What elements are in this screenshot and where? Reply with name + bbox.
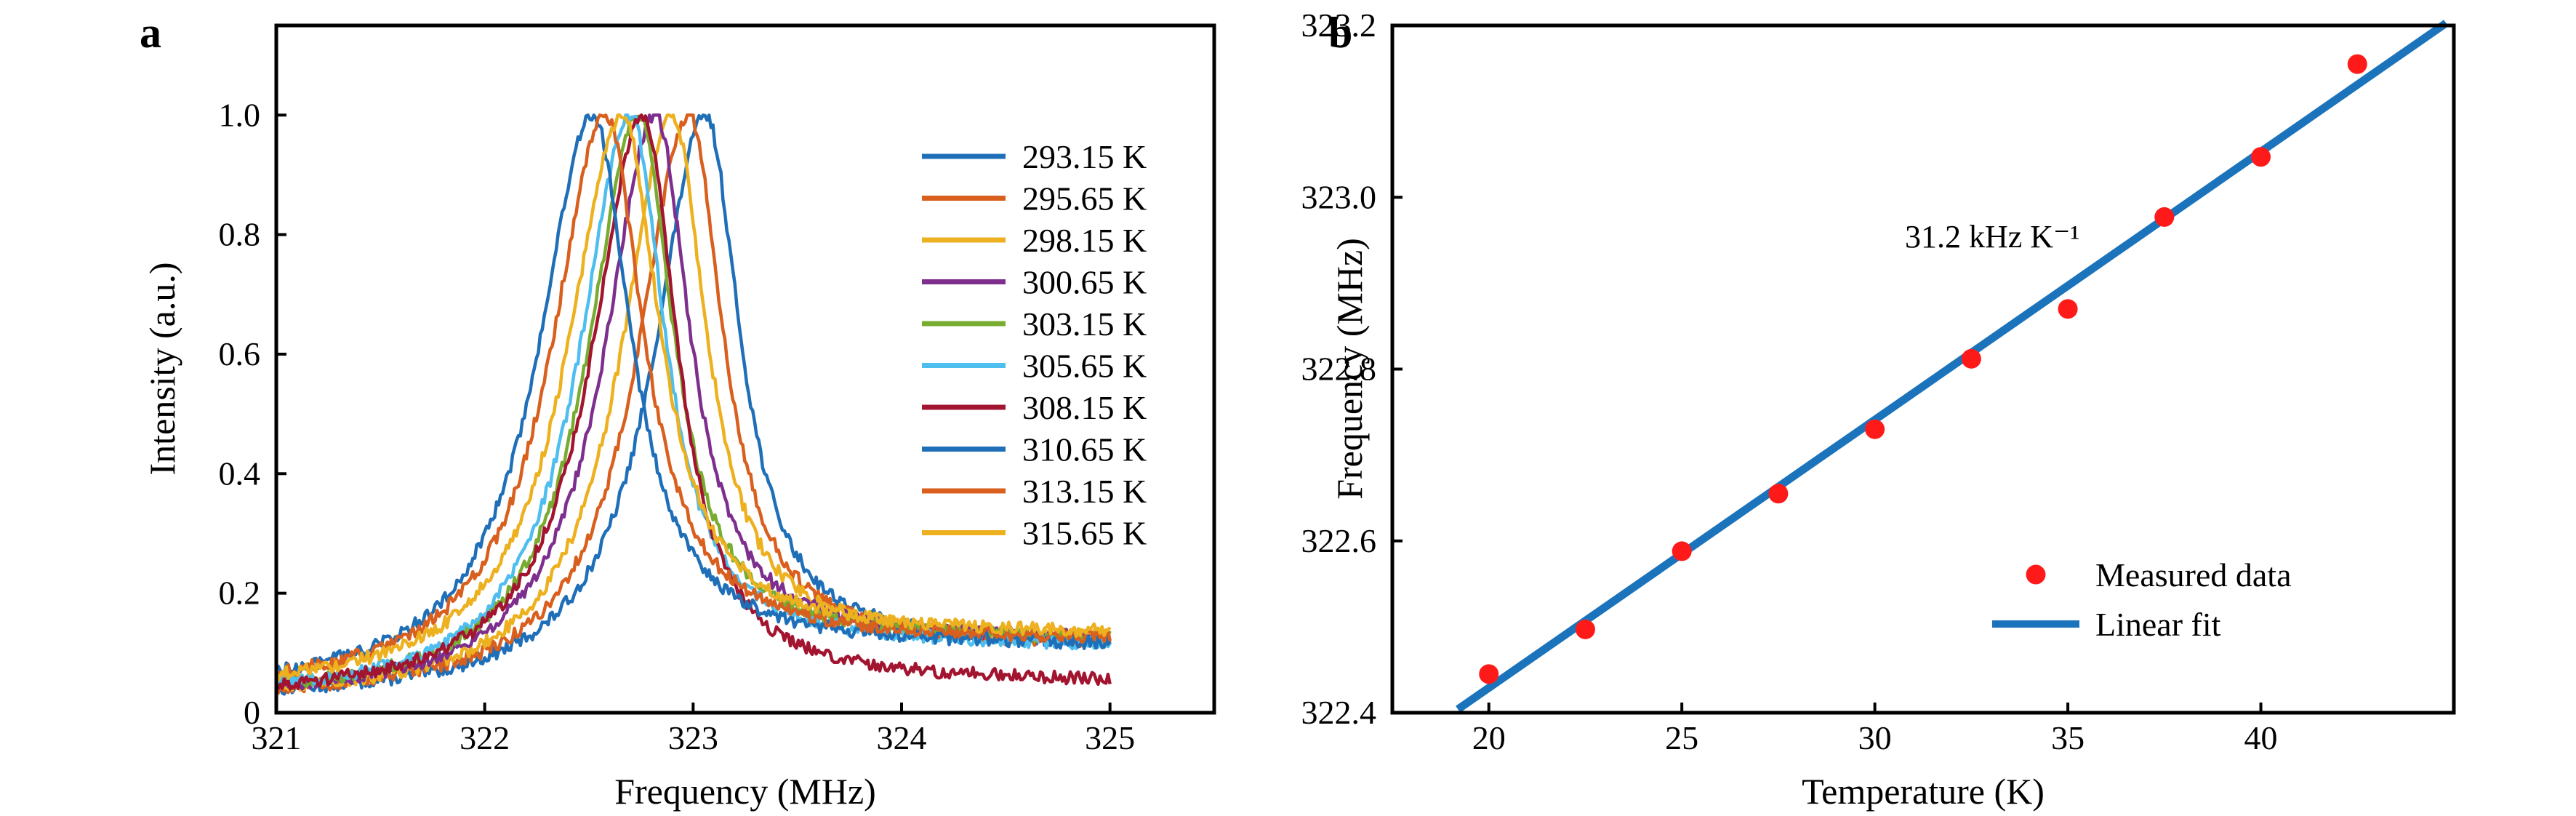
y-tick-label: 322.4 bbox=[1301, 694, 1377, 731]
data-point bbox=[1672, 541, 1692, 561]
data-point bbox=[1961, 348, 1981, 369]
panel-letter-b: b bbox=[1328, 9, 1352, 57]
panel-a-ylabel: Intensity (a.u.) bbox=[142, 263, 182, 476]
legend-label: 305.65 K bbox=[1022, 348, 1147, 385]
panel-b-slope-annotation: 31.2 kHz K⁻¹ bbox=[1905, 219, 2080, 255]
legend-label-fit: Linear fit bbox=[2095, 606, 2221, 643]
panel-b-series bbox=[1456, 20, 2449, 713]
panel-a-series bbox=[274, 113, 1112, 696]
legend-label: 308.15 K bbox=[1022, 389, 1147, 426]
legend-marker-measured bbox=[2026, 564, 2046, 585]
x-tick-label: 325 bbox=[1085, 719, 1135, 756]
panel-b-legend: Measured data Linear fit bbox=[1992, 556, 2292, 643]
legend-label: 300.65 K bbox=[1022, 264, 1147, 301]
panel-a-xlabel: Frequency (MHz) bbox=[614, 771, 876, 812]
panel-a: a 321 322 323 324 325 0 0.2 0.4 0.6 0.8 1.0 Freque… bbox=[140, 9, 1216, 812]
series-line bbox=[274, 113, 1112, 682]
y-tick-label: 0.2 bbox=[219, 575, 261, 612]
data-point bbox=[2058, 299, 2078, 319]
legend-label: 313.15 K bbox=[1022, 473, 1147, 510]
y-tick-label: 0 bbox=[244, 694, 260, 731]
panel-letter-a: a bbox=[140, 9, 161, 57]
y-tick-label: 322.6 bbox=[1301, 522, 1377, 559]
legend-label: 310.65 K bbox=[1022, 431, 1147, 468]
data-point bbox=[1575, 619, 1595, 639]
legend-label: 303.15 K bbox=[1022, 305, 1147, 343]
data-point bbox=[2251, 147, 2271, 167]
series-line bbox=[276, 113, 1112, 691]
legend-label: 295.65 K bbox=[1022, 180, 1147, 217]
x-tick-label: 40 bbox=[2244, 719, 2278, 756]
data-point bbox=[1865, 419, 1885, 439]
x-tick-label: 20 bbox=[1472, 719, 1506, 756]
panel-b-ticks: 20 25 30 35 40 322.4 322.6 322.8 323.0 323.2 bbox=[1301, 7, 2278, 756]
panel-b: b 20 25 30 35 40 322.4 322.6 322.8 323.0 323.2 Te… bbox=[1301, 7, 2456, 812]
x-tick-label: 321 bbox=[252, 719, 302, 756]
panel-a-legend: 293.15 K 295.65 K 298.15 K 300.65 K 303.15 K… bbox=[922, 138, 1147, 552]
x-tick-label: 35 bbox=[2051, 719, 2085, 756]
y-tick-label: 323.0 bbox=[1301, 178, 1377, 215]
panel-b-frame bbox=[1390, 23, 2456, 715]
series-line bbox=[274, 113, 1112, 695]
series-line bbox=[274, 113, 1112, 689]
data-point bbox=[2154, 207, 2175, 227]
x-tick-label: 25 bbox=[1665, 719, 1698, 756]
legend-label: 298.15 K bbox=[1022, 222, 1147, 259]
data-point bbox=[1479, 664, 1499, 684]
x-tick-label: 30 bbox=[1858, 719, 1892, 756]
panel-b-xlabel: Temperature (K) bbox=[1802, 771, 2045, 812]
data-point bbox=[2347, 54, 2367, 74]
series-line bbox=[275, 113, 1112, 696]
y-tick-label: 1.0 bbox=[219, 96, 261, 133]
y-tick-label: 323.2 bbox=[1301, 7, 1377, 44]
x-tick-label: 323 bbox=[668, 719, 718, 756]
y-tick-label: 0.8 bbox=[219, 216, 261, 253]
x-tick-label: 322 bbox=[460, 719, 510, 756]
y-tick-label: 322.8 bbox=[1301, 351, 1377, 388]
linear-fit-line bbox=[1456, 20, 2449, 713]
data-point bbox=[1768, 484, 1789, 504]
series-line bbox=[275, 114, 1112, 689]
y-tick-label: 0.6 bbox=[219, 335, 261, 372]
legend-label: 315.65 K bbox=[1022, 515, 1147, 552]
series-line bbox=[274, 113, 1112, 692]
panel-a-frame bbox=[274, 23, 1216, 715]
x-tick-label: 324 bbox=[877, 719, 927, 756]
y-tick-label: 0.4 bbox=[219, 455, 261, 492]
series-line bbox=[275, 113, 1112, 678]
legend-label: 293.15 K bbox=[1022, 138, 1147, 175]
panel-b-ylabel: Frequency (MHz) bbox=[1329, 238, 1370, 500]
legend-label-measured: Measured data bbox=[2095, 556, 2292, 593]
series-line bbox=[274, 113, 1112, 691]
